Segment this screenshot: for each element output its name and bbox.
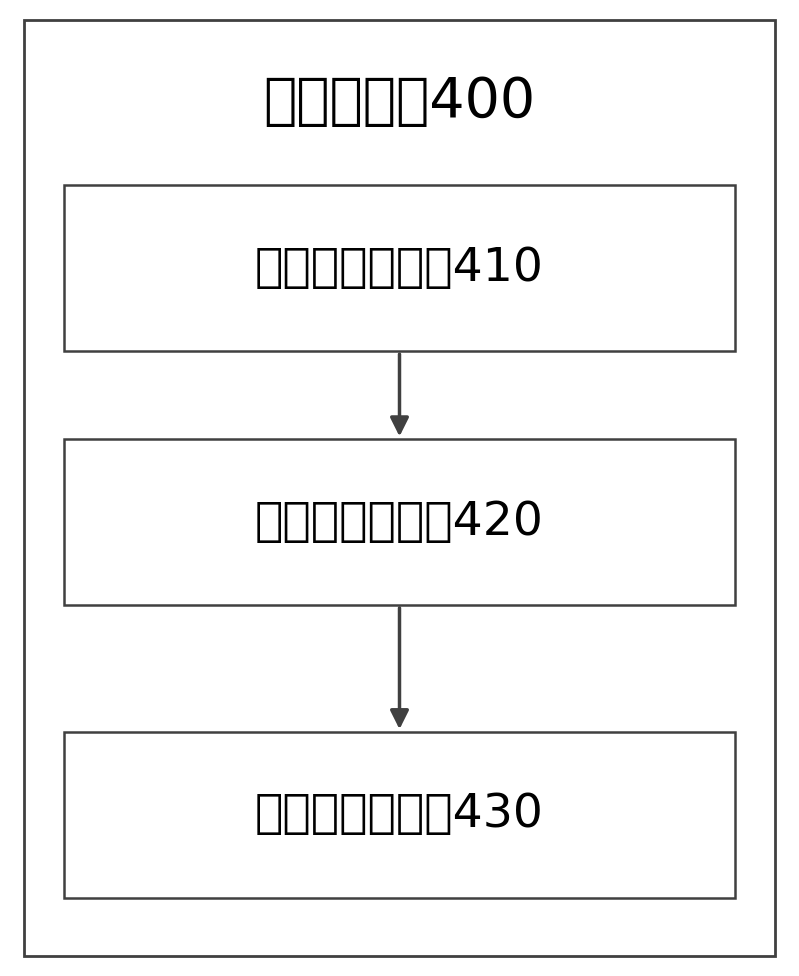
- Text: 配置项收集模块410: 配置项收集模块410: [255, 246, 544, 291]
- Bar: [64, 185, 735, 351]
- Text: 中台控制台400: 中台控制台400: [264, 75, 535, 130]
- Text: 设定值输出模块430: 设定值输出模块430: [255, 793, 544, 837]
- Text: 配置项设定模块420: 配置项设定模块420: [255, 500, 544, 545]
- Bar: [64, 439, 735, 605]
- Bar: [64, 732, 735, 898]
